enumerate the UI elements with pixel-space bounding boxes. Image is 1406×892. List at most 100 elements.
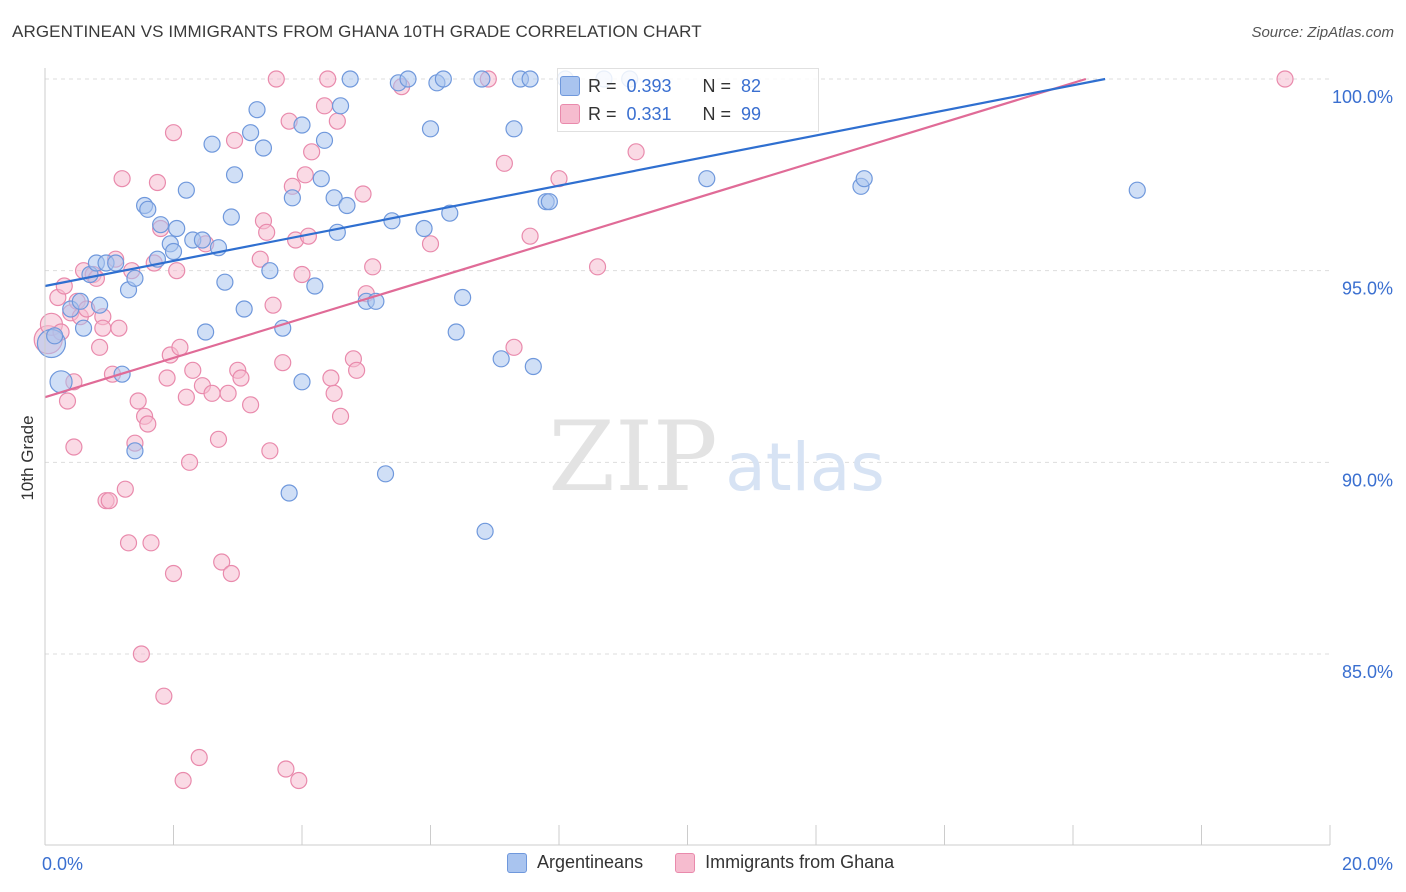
trend-lines — [44, 77, 1106, 399]
point-ghana — [148, 173, 167, 192]
point-argentineans — [152, 216, 170, 234]
point-argentineans — [524, 357, 542, 376]
point-argentineans — [283, 189, 301, 207]
point-ghana — [354, 185, 372, 203]
y-tick-label: 90.0% — [1342, 470, 1393, 490]
point-ghana — [225, 131, 244, 149]
point-argentineans — [91, 296, 109, 314]
point-ghana — [331, 407, 350, 425]
point-argentineans — [415, 219, 433, 238]
point-ghana — [348, 361, 366, 379]
point-argentineans — [126, 269, 144, 287]
series-argentineans-points — [36, 70, 1146, 540]
point-argentineans — [315, 131, 334, 149]
legend-swatch-blue — [507, 852, 527, 873]
point-ghana — [293, 265, 311, 284]
point-ghana — [319, 70, 337, 88]
point-ghana — [110, 319, 128, 337]
point-argentineans — [383, 212, 401, 230]
legend-item-ghana[interactable]: Immigrants from Ghana — [675, 852, 894, 873]
legend-item-argentineans[interactable]: Argentineans — [507, 852, 643, 873]
point-argentineans — [254, 139, 273, 157]
point-argentineans — [434, 70, 452, 88]
point-argentineans — [376, 465, 395, 483]
point-ghana — [139, 415, 157, 433]
point-argentineans — [216, 273, 234, 291]
watermark: ZIP atlas — [548, 401, 884, 513]
point-ghana — [277, 760, 295, 778]
point-argentineans — [312, 170, 330, 188]
point-argentineans — [492, 350, 510, 368]
trendline-argentineans — [44, 77, 1106, 288]
point-argentineans — [473, 70, 491, 88]
point-ghana — [364, 258, 382, 276]
y-tick-label: 95.0% — [1342, 279, 1393, 299]
point-ghana — [274, 354, 292, 372]
point-ghana — [184, 361, 202, 379]
point-ghana — [168, 262, 186, 280]
point-argentineans — [540, 193, 558, 211]
point-argentineans — [193, 231, 212, 249]
legend-swatch-pink — [675, 852, 696, 873]
point-ghana — [322, 369, 340, 387]
point-ghana — [119, 534, 138, 552]
point-argentineans — [164, 242, 183, 261]
point-argentineans — [293, 373, 311, 391]
point-ghana — [627, 143, 645, 161]
x-tick-label: 20.0% — [1342, 854, 1393, 874]
point-argentineans — [177, 181, 195, 199]
point-ghana — [242, 396, 260, 414]
stats-n-label: N = — [702, 75, 732, 96]
stats-box: R = 0.393 N = 82 R = 0.331 N = 99 — [557, 68, 819, 132]
point-ghana — [100, 492, 118, 510]
point-ghana — [158, 369, 176, 387]
point-argentineans — [107, 254, 125, 272]
point-ghana — [190, 748, 208, 767]
point-argentineans — [338, 196, 356, 215]
point-argentineans — [139, 200, 157, 218]
point-argentineans — [698, 170, 716, 188]
trendline-ghana — [44, 77, 1087, 399]
stats-row-ghana: R = 0.331 N = 99 — [560, 101, 762, 127]
point-ghana — [421, 235, 440, 253]
point-ghana — [129, 392, 147, 410]
point-ghana — [171, 338, 189, 356]
point-ghana — [521, 227, 539, 245]
point-ghana — [325, 384, 343, 402]
stats-r-label: R = — [588, 75, 617, 96]
point-argentineans — [341, 70, 359, 88]
point-argentineans — [399, 70, 417, 88]
watermark-atlas: atlas — [725, 429, 885, 506]
point-ghana — [328, 112, 346, 130]
stats-n-value: 82 — [741, 75, 762, 96]
point-argentineans — [447, 323, 465, 341]
point-ghana — [261, 442, 279, 460]
point-ghana — [203, 384, 221, 402]
point-argentineans — [261, 262, 279, 280]
point-argentineans — [74, 319, 93, 337]
point-ghana — [164, 124, 183, 142]
y-tick-label: 85.0% — [1342, 662, 1393, 682]
point-ghana — [177, 388, 195, 406]
point-ghana — [264, 296, 282, 314]
point-argentineans — [476, 522, 494, 540]
point-ghana — [132, 645, 150, 663]
stats-r-label: R = — [588, 103, 617, 124]
stats-n-value: 99 — [741, 103, 762, 124]
axes: 100.0% 95.0% 90.0% 85.0% 0.0% 20.0% — [42, 68, 1393, 874]
point-argentineans — [46, 327, 64, 345]
point-ghana — [222, 564, 240, 583]
point-argentineans — [168, 219, 186, 238]
x-tick-label: 0.0% — [42, 854, 83, 874]
point-ghana — [155, 687, 173, 705]
point-argentineans — [280, 484, 298, 502]
point-ghana — [267, 70, 285, 88]
point-ghana — [232, 369, 250, 387]
point-argentineans — [222, 208, 240, 226]
point-ghana — [94, 319, 112, 337]
legend: Argentineans Immigrants from Ghana — [507, 852, 926, 873]
point-argentineans — [855, 170, 873, 188]
point-argentineans — [521, 70, 539, 88]
stats-r-value: 0.331 — [626, 103, 672, 124]
